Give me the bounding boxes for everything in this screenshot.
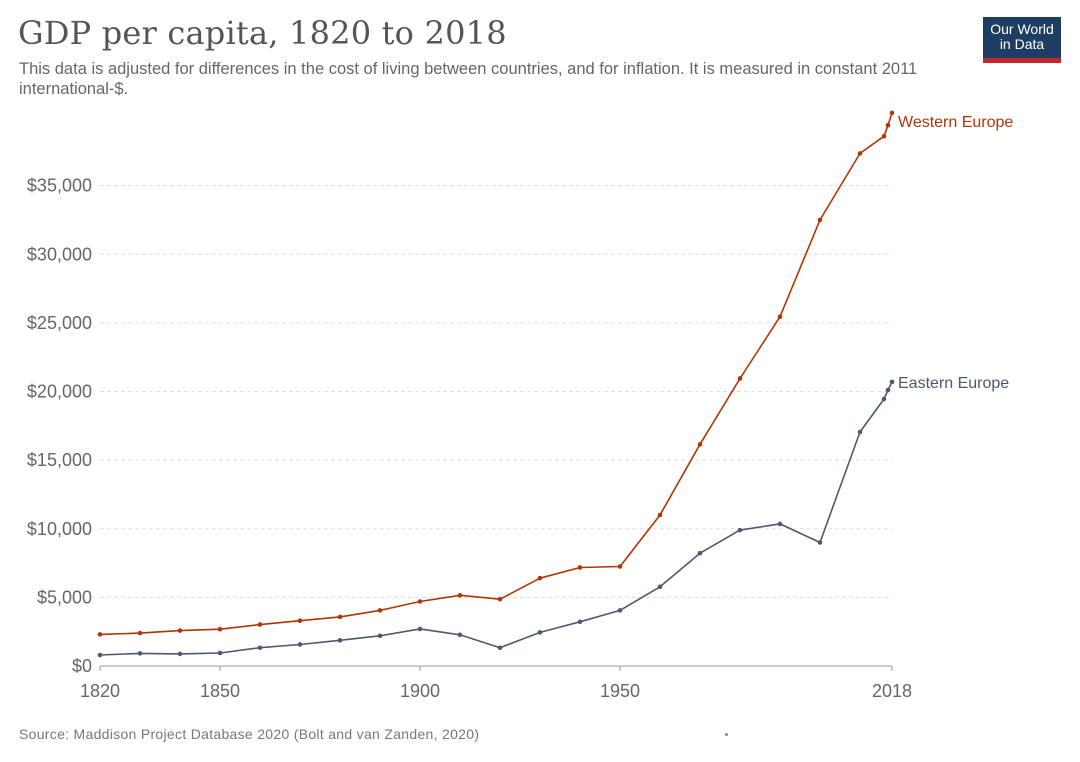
our-world-in-data-logo[interactable]: Our World in Data <box>983 17 1061 63</box>
x-tick-label: 1950 <box>600 681 640 701</box>
data-point <box>417 599 423 604</box>
series-label: Eastern Europe <box>898 375 1009 392</box>
logo-line-1: Our World <box>990 21 1054 37</box>
y-tick-label: $25,000 <box>27 313 92 333</box>
data-point <box>137 651 143 656</box>
data-point <box>737 527 743 533</box>
y-tick-label: $10,000 <box>27 519 92 539</box>
data-point <box>885 387 891 393</box>
y-tick-label: $20,000 <box>27 382 92 402</box>
data-point <box>737 376 743 381</box>
y-tick-label: $5,000 <box>37 587 92 607</box>
data-point <box>617 608 623 613</box>
data-point <box>777 314 783 319</box>
data-point <box>457 593 463 598</box>
data-point <box>577 565 583 570</box>
y-tick-label: $30,000 <box>27 244 92 264</box>
data-point <box>697 550 703 556</box>
data-point <box>177 651 183 657</box>
series-line-eastern-europe <box>99 381 893 656</box>
data-point <box>297 642 303 647</box>
data-point <box>97 632 103 637</box>
data-point <box>297 618 303 624</box>
data-point <box>881 396 887 402</box>
data-point <box>337 614 343 620</box>
data-point <box>617 564 623 569</box>
data-point <box>657 512 663 518</box>
series-line-western-europe <box>99 112 893 636</box>
data-point <box>537 630 543 635</box>
y-tick-label: $15,000 <box>27 450 92 470</box>
decorative-dot <box>725 733 728 736</box>
data-point <box>657 584 663 590</box>
data-point <box>697 442 703 447</box>
data-point <box>177 628 183 633</box>
x-tick-label: 1820 <box>80 681 120 701</box>
x-tick-label: 1850 <box>200 681 240 701</box>
y-tick-label: $0 <box>72 656 92 676</box>
data-point <box>881 133 887 139</box>
data-point <box>217 626 223 632</box>
y-tick-label: $35,000 <box>27 176 92 196</box>
data-point <box>817 540 823 545</box>
data-point <box>97 652 103 658</box>
chart-title: GDP per capita, 1820 to 2018 <box>18 14 507 52</box>
logo-line-2: in Data <box>999 36 1045 52</box>
data-point <box>817 217 823 223</box>
data-point <box>885 122 891 128</box>
data-point <box>457 632 463 638</box>
data-point <box>537 575 543 581</box>
data-point <box>337 638 343 643</box>
data-point <box>497 645 503 651</box>
data-point <box>889 379 895 385</box>
data-point <box>257 622 263 627</box>
data-point <box>857 429 863 435</box>
data-point <box>889 110 895 116</box>
data-point <box>497 596 503 602</box>
data-point <box>777 521 783 527</box>
data-point <box>377 608 383 613</box>
data-point <box>417 626 423 632</box>
x-tick-label: 1900 <box>400 681 440 701</box>
data-point <box>257 645 263 651</box>
data-point <box>217 650 223 656</box>
series-label: Western Europe <box>898 114 1013 131</box>
data-point <box>377 633 383 639</box>
source-note[interactable]: Source: Maddison Project Database 2020 (… <box>19 726 480 742</box>
x-tick-label: 2018 <box>872 681 912 701</box>
data-point <box>137 630 143 636</box>
data-point <box>577 619 583 625</box>
chart-subtitle: This data is adjusted for differences in… <box>19 60 918 98</box>
data-point <box>857 151 863 156</box>
